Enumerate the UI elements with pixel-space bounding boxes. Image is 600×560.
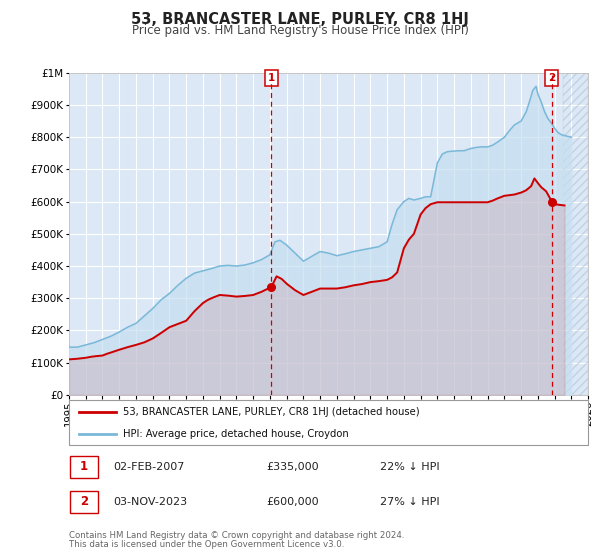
Text: This data is licensed under the Open Government Licence v3.0.: This data is licensed under the Open Gov… — [69, 540, 344, 549]
Text: 53, BRANCASTER LANE, PURLEY, CR8 1HJ: 53, BRANCASTER LANE, PURLEY, CR8 1HJ — [131, 12, 469, 27]
Text: 53, BRANCASTER LANE, PURLEY, CR8 1HJ (detached house): 53, BRANCASTER LANE, PURLEY, CR8 1HJ (de… — [124, 407, 420, 417]
Bar — [70, 456, 98, 478]
Text: £600,000: £600,000 — [266, 497, 319, 507]
Text: 02-FEB-2007: 02-FEB-2007 — [113, 462, 184, 472]
Text: Contains HM Land Registry data © Crown copyright and database right 2024.: Contains HM Land Registry data © Crown c… — [69, 531, 404, 540]
Text: HPI: Average price, detached house, Croydon: HPI: Average price, detached house, Croy… — [124, 428, 349, 438]
Text: 1: 1 — [268, 73, 275, 83]
Text: 1: 1 — [80, 460, 88, 473]
Text: 2: 2 — [548, 73, 556, 83]
Text: 03-NOV-2023: 03-NOV-2023 — [113, 497, 187, 507]
Text: 27% ↓ HPI: 27% ↓ HPI — [380, 497, 440, 507]
Text: 22% ↓ HPI: 22% ↓ HPI — [380, 462, 440, 472]
Text: £335,000: £335,000 — [266, 462, 319, 472]
Text: Price paid vs. HM Land Registry's House Price Index (HPI): Price paid vs. HM Land Registry's House … — [131, 24, 469, 37]
Text: 2: 2 — [80, 495, 88, 508]
Bar — [70, 491, 98, 513]
